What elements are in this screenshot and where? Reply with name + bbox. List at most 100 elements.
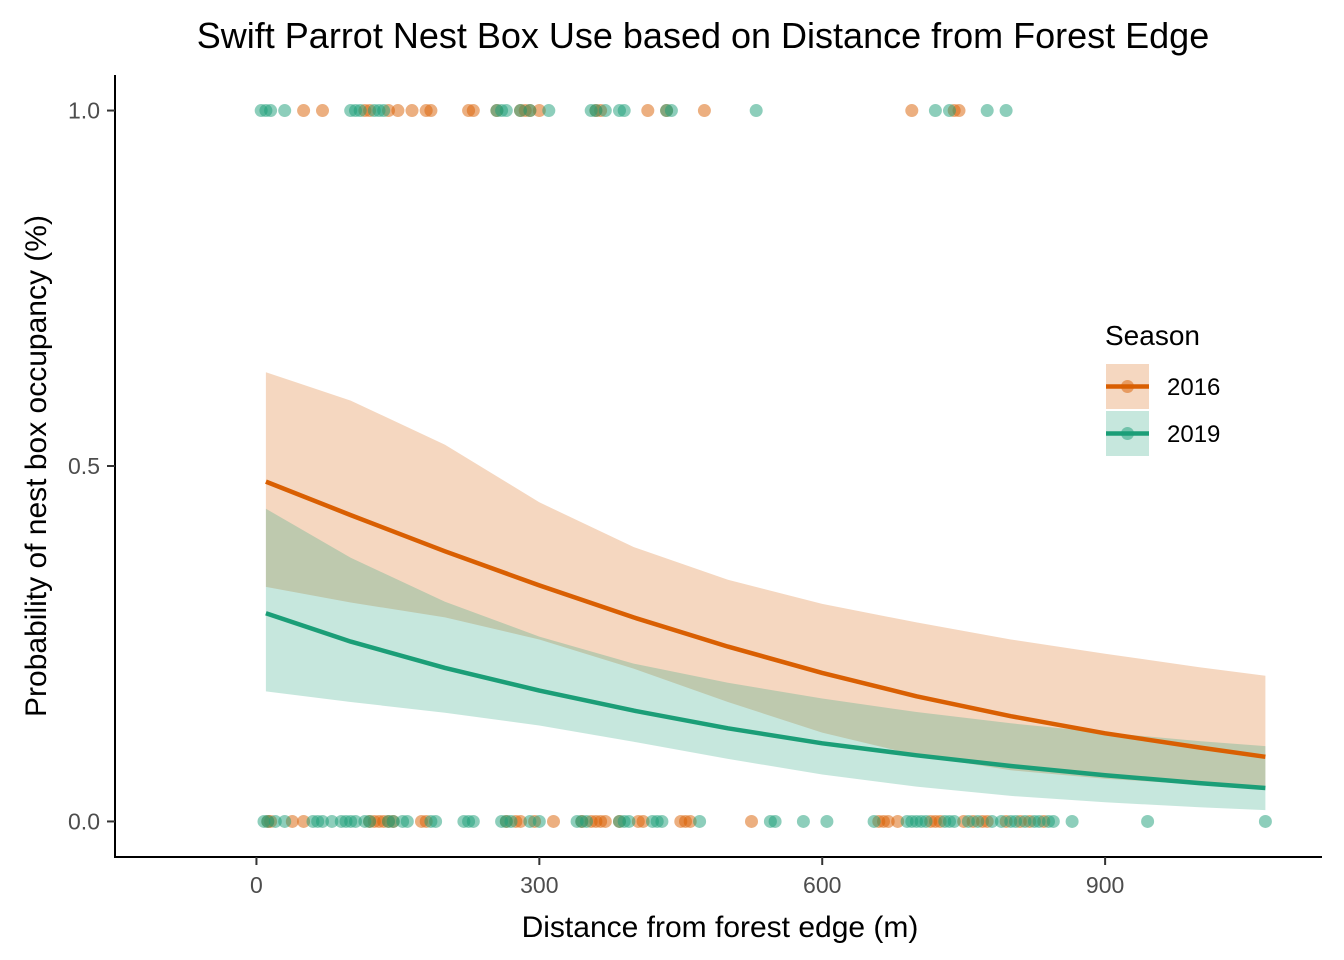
point-2019-unoccupied [693, 814, 707, 828]
x-axis-title: Distance from forest edge (m) [522, 911, 919, 944]
point-2016-unoccupied [891, 814, 905, 828]
confidence-band-2019 [265, 508, 1266, 811]
x-tick-label: 900 [1086, 872, 1124, 898]
point-2019-unoccupied [349, 814, 362, 828]
point-2019-occupied [278, 104, 292, 118]
legend-title: Season [1105, 320, 1200, 351]
point-2019-unoccupied [1018, 814, 1032, 828]
point-2019-occupied [664, 104, 678, 118]
point-2019-unoccupied [622, 814, 636, 828]
legend-label: 2019 [1167, 421, 1220, 448]
observed-points [254, 104, 1272, 828]
point-2019-occupied [377, 104, 391, 118]
point-2016-occupied [316, 104, 329, 118]
point-2019-unoccupied [386, 814, 400, 828]
chart-title: Swift Parrot Nest Box Use based on Dista… [197, 15, 1209, 56]
point-2016-occupied [424, 104, 438, 118]
point-2019-unoccupied [1141, 814, 1155, 828]
point-2019-occupied [749, 104, 763, 118]
x-tick-label: 300 [520, 872, 558, 898]
point-2019-unoccupied [820, 814, 834, 828]
point-2019-occupied [943, 104, 956, 118]
fit-line-2016 [265, 479, 1266, 760]
point-2016-occupied [466, 104, 480, 118]
point-2019-unoccupied [316, 814, 329, 828]
point-2016-unoccupied [683, 814, 697, 828]
point-2019-unoccupied [580, 814, 593, 828]
x-tick-label: 600 [803, 872, 841, 898]
fitted-lines [265, 479, 1266, 791]
point-2016-occupied [405, 104, 419, 118]
point-2019-unoccupied [796, 814, 810, 828]
x-tick-label: 0 [250, 872, 263, 898]
point-2019-occupied [499, 104, 513, 118]
x-axis-ticks: 0 300 600 900 [250, 857, 1124, 898]
point-2019-unoccupied [278, 814, 292, 828]
point-2019-unoccupied [1046, 814, 1060, 828]
point-2019-unoccupied [768, 814, 782, 828]
point-2016-occupied [391, 104, 405, 118]
point-2016-unoccupied [636, 814, 650, 828]
point-2019-unoccupied [994, 814, 1008, 828]
point-2019-unoccupied [985, 814, 999, 828]
point-2019-unoccupied [325, 814, 339, 828]
legend-item-2016: 2016 [1106, 364, 1220, 409]
point-2019-unoccupied [504, 814, 518, 828]
point-2019-occupied [980, 104, 994, 118]
point-2019-unoccupied [532, 814, 546, 828]
point-2019-unoccupied [1065, 814, 1079, 828]
point-2016-unoccupied [547, 814, 560, 828]
point-2019-unoccupied [363, 814, 377, 828]
legend: Season 2016 2019 [1105, 320, 1220, 456]
confidence-bands [265, 372, 1266, 811]
point-2019-unoccupied [466, 814, 480, 828]
point-2016-unoccupied [881, 814, 895, 828]
point-2019-occupied [523, 104, 537, 118]
point-2016-occupied [297, 104, 311, 118]
point-2016-occupied [532, 104, 546, 118]
legend-key-point [1121, 380, 1134, 393]
point-2019-unoccupied [947, 814, 961, 828]
point-2019-occupied [542, 104, 556, 118]
y-axis-title: Probability of nest box occupancy (%) [20, 215, 53, 717]
point-2019-occupied [617, 104, 631, 118]
point-2016-unoccupied [297, 814, 311, 828]
point-2016-occupied [952, 104, 966, 118]
legend-label: 2016 [1167, 374, 1220, 401]
point-2019-unoccupied [1258, 814, 1272, 828]
point-2019-occupied [598, 104, 612, 118]
point-2019-occupied [264, 104, 278, 118]
point-2019-occupied [514, 104, 527, 118]
y-axis-ticks: 0.0 0.5 1.0 [68, 98, 115, 834]
point-2016-occupied [641, 104, 655, 118]
point-2019-unoccupied [429, 814, 443, 828]
legend-key-point [1121, 427, 1134, 440]
point-2016-occupied [905, 104, 919, 118]
point-2019-unoccupied [919, 814, 933, 828]
point-2019-occupied [999, 104, 1013, 118]
point-2019-occupied [353, 104, 367, 118]
point-2016-unoccupied [745, 814, 758, 828]
point-2019-occupied [928, 104, 942, 118]
point-2019-unoccupied [655, 814, 669, 828]
confidence-band-2016 [265, 372, 1266, 786]
fit-line-2019 [265, 611, 1266, 791]
point-2019-unoccupied [961, 814, 975, 828]
point-2019-unoccupied [1032, 814, 1046, 828]
point-2019-unoccupied [867, 814, 881, 828]
y-tick-label: 1.0 [68, 98, 100, 124]
point-2019-unoccupied [1009, 814, 1022, 828]
y-tick-label: 0.0 [68, 808, 100, 834]
point-2019-unoccupied [971, 814, 985, 828]
point-2019-unoccupied [523, 814, 537, 828]
point-2019-occupied [589, 104, 603, 118]
legend-item-2019: 2019 [1106, 411, 1220, 456]
point-2016-unoccupied [514, 814, 527, 828]
point-2016-occupied [697, 104, 711, 118]
point-2016-unoccupied [598, 814, 612, 828]
point-2019-unoccupied [400, 814, 414, 828]
y-tick-label: 0.5 [68, 453, 100, 479]
point-2019-unoccupied [268, 814, 282, 828]
